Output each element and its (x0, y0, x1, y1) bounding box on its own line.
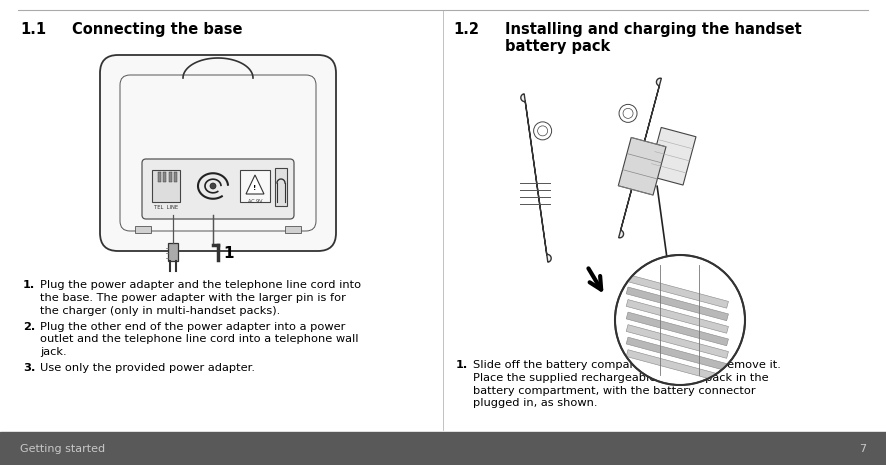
Text: 2.: 2. (23, 321, 35, 332)
Bar (158, 172, 161, 182)
Text: Installing and charging the handset
battery pack: Installing and charging the handset batt… (505, 22, 802, 54)
Text: TEL  LINE: TEL LINE (154, 205, 178, 210)
Text: Connecting the base: Connecting the base (72, 22, 243, 37)
Polygon shape (626, 325, 728, 359)
Bar (163, 172, 167, 182)
Bar (174, 172, 177, 182)
Circle shape (533, 122, 552, 140)
Polygon shape (521, 94, 551, 262)
Text: Getting started: Getting started (20, 444, 105, 453)
Bar (168, 172, 172, 182)
FancyBboxPatch shape (142, 159, 294, 219)
Text: Plug the other end of the power adapter into a power
outlet and the telephone li: Plug the other end of the power adapter … (40, 321, 359, 357)
Polygon shape (618, 78, 661, 238)
Circle shape (615, 255, 745, 385)
Polygon shape (626, 299, 728, 333)
Text: 1.2: 1.2 (453, 22, 479, 37)
Polygon shape (626, 350, 728, 384)
Text: Use only the provided power adapter.: Use only the provided power adapter. (40, 363, 255, 373)
Circle shape (623, 108, 633, 119)
Bar (275, 168, 287, 206)
Circle shape (210, 183, 216, 189)
Text: 1.: 1. (456, 360, 468, 370)
Polygon shape (246, 175, 264, 194)
Polygon shape (618, 138, 666, 195)
Text: 3.: 3. (23, 363, 35, 373)
Circle shape (538, 126, 548, 136)
Text: 1: 1 (224, 246, 234, 260)
Circle shape (619, 104, 637, 122)
FancyBboxPatch shape (100, 55, 336, 251)
Polygon shape (626, 287, 728, 321)
Bar (135, 226, 151, 233)
Polygon shape (626, 274, 728, 308)
Text: Plug the power adapter and the telephone line cord into
the base. The power adap: Plug the power adapter and the telephone… (40, 280, 361, 316)
Text: 7: 7 (859, 444, 866, 453)
Bar (240, 170, 270, 202)
Bar (168, 243, 178, 261)
Bar (285, 226, 301, 233)
Text: Slide off the battery compartment cover to remove it.
Place the supplied recharg: Slide off the battery compartment cover … (473, 360, 781, 408)
Bar (152, 170, 180, 202)
Polygon shape (649, 127, 696, 185)
Bar (0, 432, 886, 465)
Text: AC 9V: AC 9V (248, 199, 262, 204)
Text: !: ! (253, 185, 257, 191)
Text: 1.: 1. (23, 280, 35, 290)
Polygon shape (626, 337, 728, 371)
Text: 1.1: 1.1 (20, 22, 46, 37)
Polygon shape (626, 312, 728, 346)
